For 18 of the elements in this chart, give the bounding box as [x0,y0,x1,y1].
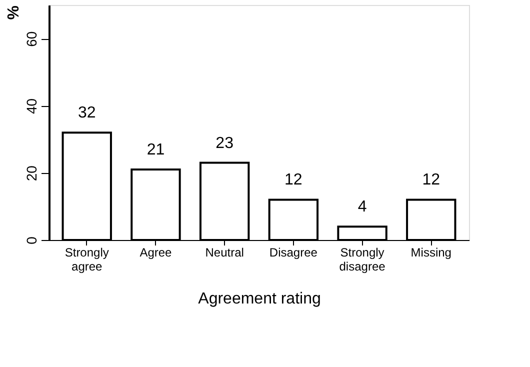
y-axis-title: % [6,6,22,20]
x-tick-label: Agree [140,246,172,260]
data-label: 12 [422,172,440,189]
x-tick-label: Disagree [269,246,318,260]
y-tick-label: 40 [24,98,40,114]
y-tick-label: 0 [24,236,40,244]
data-label: 23 [216,134,234,152]
y-tick-label: 60 [24,31,40,47]
x-tick-label: Neutral [205,246,244,260]
y-tick-label: 20 [24,165,40,182]
x-axis-title: Agreement rating [198,290,321,308]
data-label: 21 [146,142,165,158]
data-label: 4 [358,198,367,216]
x-tick-label: Strongly agree [64,246,109,274]
data-label: 12 [284,172,302,189]
x-tick-label: Strongly disagree [339,246,386,274]
x-tick-label: Missing [410,246,452,260]
data-label: 32 [78,104,96,122]
